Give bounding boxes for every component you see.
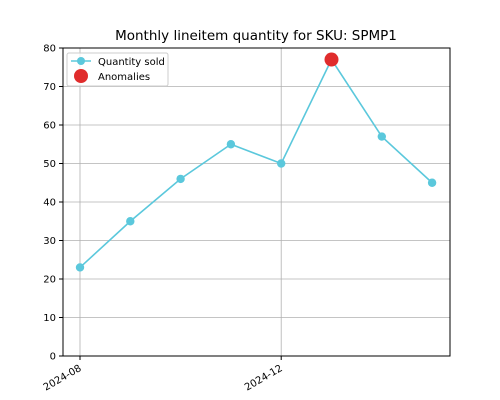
anomaly-point — [324, 52, 339, 67]
data-point — [126, 217, 135, 226]
y-tick-label: 30 — [43, 236, 56, 247]
y-tick-label: 40 — [43, 198, 56, 209]
legend-label-anomalies: Anomalies — [98, 72, 150, 83]
legend-label-quantity-sold: Quantity sold — [98, 57, 165, 68]
x-tick-label: 2024-12 — [243, 363, 285, 393]
y-axis: 0 10 20 30 40 50 60 70 80 — [43, 44, 63, 363]
legend-point-marker — [77, 57, 85, 65]
y-tick-label: 80 — [43, 44, 56, 55]
series-line — [79, 57, 433, 269]
series-layer — [75, 52, 437, 272]
data-point — [377, 132, 386, 141]
grid-layer — [63, 47, 450, 357]
y-tick-label: 20 — [43, 275, 56, 286]
legend: Quantity sold Anomalies — [66, 52, 169, 87]
data-point — [226, 140, 236, 149]
y-tick-label: 60 — [43, 121, 56, 132]
x-tick-label: 2024-08 — [42, 363, 84, 393]
legend-anomaly-marker — [74, 69, 88, 83]
chart-title: Monthly lineitem quantity for SKU: SPMP1 — [115, 28, 397, 44]
data-point — [427, 178, 437, 187]
y-tick-label: 50 — [43, 159, 56, 170]
legend-box — [66, 52, 169, 87]
y-tick-label: 70 — [43, 82, 56, 93]
y-tick-label: 10 — [43, 313, 56, 324]
data-point — [176, 174, 185, 184]
y-tick-label: 0 — [50, 352, 56, 363]
data-point — [277, 159, 286, 168]
x-axis: 2024-08 2024-12 — [42, 356, 285, 393]
data-point — [75, 263, 85, 272]
